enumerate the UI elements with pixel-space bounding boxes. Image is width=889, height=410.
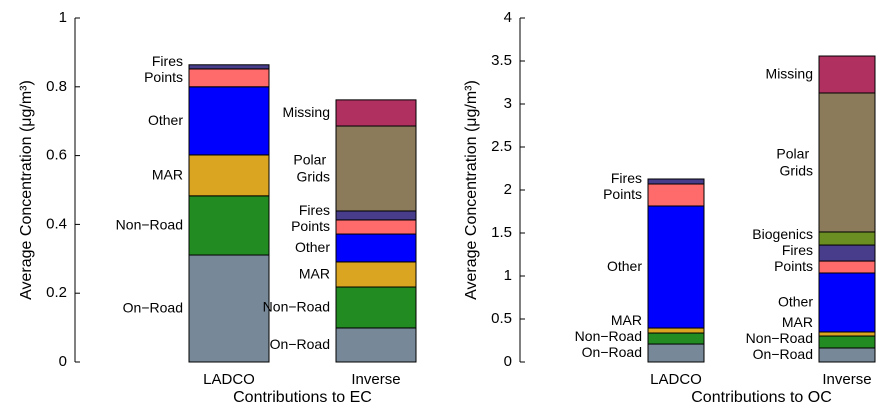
segment-label: Non−Road (575, 328, 642, 344)
bar-segment (647, 327, 705, 334)
y-tick-label: 1 (59, 9, 67, 26)
y-tick-label: 0 (59, 353, 67, 370)
bar-segment (335, 286, 417, 329)
bar-segment (335, 219, 417, 235)
segment-label: Points (603, 186, 642, 202)
segment-label: Fires (611, 170, 642, 186)
y-axis-label: Average Concentration (μg/m³) (18, 80, 35, 300)
segment-label: On−Road (753, 346, 813, 362)
segment-label: Points (774, 258, 813, 274)
bar-segment (335, 233, 417, 263)
bar-segment (647, 332, 705, 345)
bar-segment (818, 272, 876, 333)
segment-label: Missing (283, 104, 330, 120)
bar-segment (188, 195, 270, 256)
segment-label: Other (148, 112, 183, 128)
bar-segment (818, 335, 876, 349)
segment-label: Missing (766, 65, 813, 81)
segment-label: Points (291, 218, 330, 234)
bar-segment (818, 92, 876, 233)
bar-segment (335, 210, 417, 221)
segment-label: Other (607, 258, 642, 274)
y-tick-label: 0.8 (46, 78, 67, 95)
segment-label: MAR (782, 314, 813, 330)
y-tick-label: 0.5 (491, 310, 512, 327)
segment-label: Fires (299, 202, 330, 218)
x-tick-label: LADCO (650, 371, 702, 388)
bar-segment (647, 205, 705, 329)
y-axis-label: Average Concentration (μg/m³) (463, 80, 480, 300)
segment-label: MAR (152, 166, 183, 182)
bar-segment (818, 231, 876, 246)
segment-label: Fires (782, 242, 813, 258)
segment-label: Other (778, 293, 813, 309)
y-tick-label: 1.5 (491, 224, 512, 241)
y-tick-label: 4 (504, 9, 512, 26)
bar-segment (335, 327, 417, 363)
bar-segment (818, 260, 876, 274)
y-tick-label: 3 (504, 95, 512, 112)
y-tick-label: 2.5 (491, 138, 512, 155)
bar-segment (647, 343, 705, 363)
bar-segment (335, 99, 417, 127)
segment-label: Other (295, 239, 330, 255)
bar-segment (335, 125, 417, 212)
bar-segment (647, 178, 705, 185)
bar-segment (188, 64, 270, 70)
bar-segment (647, 183, 705, 207)
x-tick-label: LADCO (203, 371, 255, 388)
y-tick-label: 1 (504, 267, 512, 284)
bar-segment (188, 68, 270, 88)
segment-label: Fires (152, 53, 183, 69)
segment-label: On−Road (123, 299, 183, 315)
bar-segment (818, 331, 876, 337)
y-tick-label: 0.6 (46, 147, 67, 164)
bar-segment (818, 55, 876, 94)
bar-segment (818, 244, 876, 262)
y-tick-label: 0.4 (46, 215, 67, 232)
y-tick-label: 3.5 (491, 52, 512, 69)
segment-label: Biogenics (752, 226, 813, 242)
x-axis-label: Contributions to OC (691, 389, 832, 406)
segment-label: Polar Grids (776, 145, 813, 178)
segment-label: Non−Road (263, 298, 330, 314)
bar-segment (335, 261, 417, 288)
segment-label: Points (144, 69, 183, 85)
x-tick-label: Inverse (351, 371, 400, 388)
segment-label: MAR (299, 265, 330, 281)
segment-label: Non−Road (746, 330, 813, 346)
y-tick-label: 0.2 (46, 284, 67, 301)
segment-label: Non−Road (116, 216, 183, 232)
segment-label: Polar Grids (293, 151, 330, 184)
x-axis-label: Contributions to EC (233, 389, 372, 406)
y-tick-label: 2 (504, 181, 512, 198)
segment-label: MAR (611, 312, 642, 328)
bar-segment (818, 347, 876, 363)
segment-label: On−Road (582, 344, 642, 360)
bar-segment (188, 154, 270, 197)
bar-segment (188, 254, 270, 363)
bar-segment (188, 86, 270, 156)
y-tick-label: 0 (504, 353, 512, 370)
segment-label: On−Road (270, 336, 330, 352)
x-tick-label: Inverse (822, 371, 871, 388)
